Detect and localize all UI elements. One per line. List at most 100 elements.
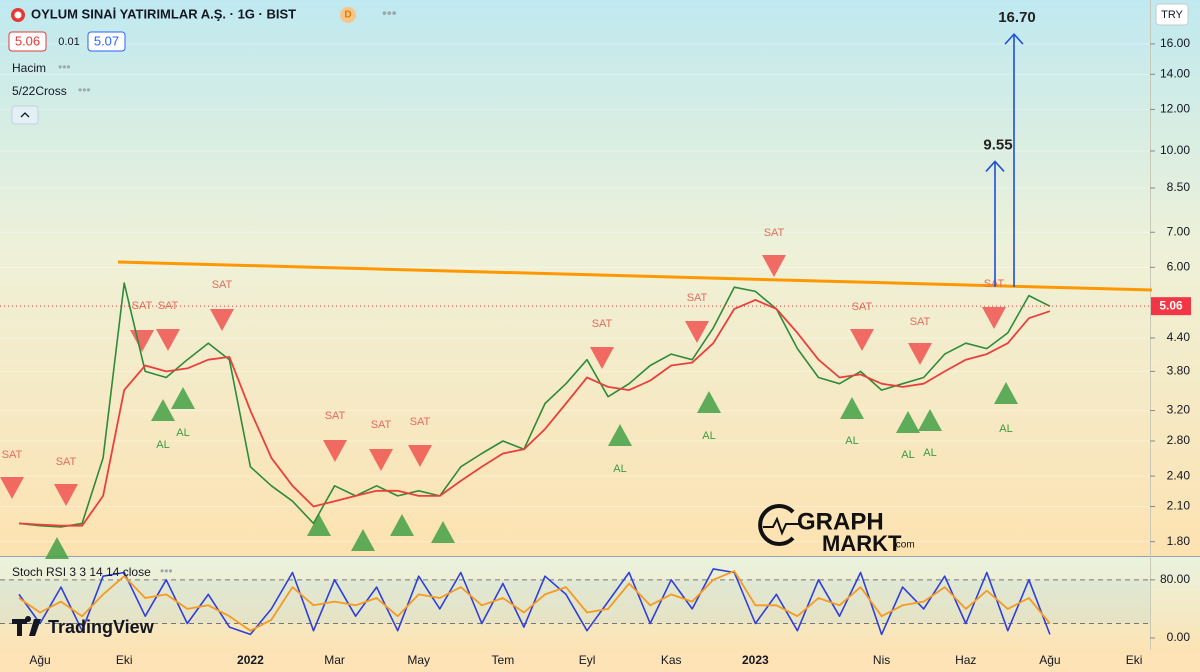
ask[interactable]: 5.07 xyxy=(94,33,119,48)
buy-signal xyxy=(351,529,375,551)
more-dots[interactable]: ••• xyxy=(382,5,397,21)
stoch-band xyxy=(0,579,1150,624)
more-dots[interactable]: ••• xyxy=(160,564,173,578)
sell-label: SAT xyxy=(56,456,77,468)
sell-label: SAT xyxy=(910,316,931,328)
sell-label: SAT xyxy=(687,292,708,304)
sell-label: SAT xyxy=(2,449,23,461)
buy-label: AL xyxy=(702,430,715,442)
more-dots[interactable]: ••• xyxy=(58,60,71,74)
sell-label: SAT xyxy=(852,301,873,313)
sell-label: SAT xyxy=(410,416,431,428)
spread: 0.01 xyxy=(58,36,79,48)
x-tick-label: Eki xyxy=(1126,653,1143,667)
sell-label: SAT xyxy=(212,279,233,291)
buy-label: AL xyxy=(999,423,1012,435)
y-tick-label: 2.10 xyxy=(1167,499,1191,513)
sell-signal xyxy=(0,477,24,499)
x-tick-label: Ağu xyxy=(1039,653,1060,667)
buy-label: AL xyxy=(845,435,858,447)
badge-bg xyxy=(340,7,356,23)
buy-signal xyxy=(840,397,864,419)
sell-signal xyxy=(685,321,709,343)
y-tick-label: 80.00 xyxy=(1160,572,1190,586)
sell-signal xyxy=(323,440,347,462)
sell-signal xyxy=(982,307,1006,329)
x-tick-label: Eyl xyxy=(579,653,596,667)
sell-signal xyxy=(408,445,432,467)
stoch-pane xyxy=(0,557,1200,650)
bid[interactable]: 5.06 xyxy=(15,33,40,48)
target-arrow xyxy=(985,160,1005,287)
collapse-icon xyxy=(20,112,30,118)
y-tick-label: 2.40 xyxy=(1167,468,1191,482)
sell-signal xyxy=(590,347,614,369)
buy-signal xyxy=(697,391,721,413)
buy-signal xyxy=(151,399,175,421)
y-tick-label: 12.00 xyxy=(1160,102,1190,116)
symbol-logo-inner xyxy=(14,11,22,19)
buy-signal xyxy=(307,514,331,536)
price-pane xyxy=(0,0,1200,556)
collapse-button[interactable] xyxy=(11,105,39,125)
y-tick-label: 10.00 xyxy=(1160,143,1190,157)
watermark-pulse xyxy=(763,516,800,536)
buy-signal xyxy=(994,382,1018,404)
sell-label: SAT xyxy=(132,300,153,312)
sell-label: SAT xyxy=(764,227,785,239)
y-tick-label: 6.00 xyxy=(1167,260,1191,274)
bid-box[interactable] xyxy=(8,31,47,52)
y-tick-label: 0.00 xyxy=(1167,630,1191,644)
buy-label: AL xyxy=(901,449,914,461)
symbol-title[interactable]: OYLUM SINAİ YATIRIMLAR A.Ş. · 1G · BIST xyxy=(31,6,296,21)
indicator-label[interactable]: 5/22Cross xyxy=(12,84,67,98)
buy-signal xyxy=(45,537,69,559)
buy-label: AL xyxy=(923,447,936,459)
sell-signal xyxy=(369,449,393,471)
y-tick-label: 3.80 xyxy=(1167,364,1191,378)
y-tick-label: 7.00 xyxy=(1167,224,1191,238)
watermark-logo xyxy=(758,504,795,546)
sell-signal xyxy=(762,255,786,277)
buy-signal xyxy=(171,387,195,409)
sell-label: SAT xyxy=(325,410,346,422)
buy-signal xyxy=(918,409,942,431)
series-line xyxy=(18,568,1051,636)
more-dots[interactable]: ••• xyxy=(78,83,91,97)
y-tick-label: 2.80 xyxy=(1167,433,1191,447)
watermark-line2: MARKT xyxy=(822,531,902,556)
y-tick-label: 16.00 xyxy=(1160,36,1190,50)
buy-label: AL xyxy=(176,427,189,439)
ask-box[interactable] xyxy=(87,31,126,52)
x-tick-label: May xyxy=(407,653,430,667)
tv-brand: TradingView xyxy=(48,617,155,637)
buy-label: AL xyxy=(613,463,626,475)
currency[interactable]: TRY xyxy=(1161,9,1183,21)
y-tick-label: 3.20 xyxy=(1167,403,1191,417)
sell-signal xyxy=(210,309,234,331)
x-tick-label: Tem xyxy=(492,653,515,667)
sell-signal xyxy=(156,329,180,351)
x-tick-label: Nis xyxy=(873,653,890,667)
stoch-title[interactable]: Stoch RSI 3 3 14 14 close xyxy=(12,565,151,579)
x-tick-label: Eki xyxy=(116,653,133,667)
sell-label: SAT xyxy=(371,419,392,431)
target-arrow xyxy=(1004,32,1024,287)
buy-signal xyxy=(608,424,632,446)
y-tick-label: 8.50 xyxy=(1167,180,1191,194)
currency-box[interactable] xyxy=(1155,3,1189,26)
x-tick-label: Mar xyxy=(324,653,345,667)
last-price-label: 5.06 xyxy=(1159,298,1183,312)
buy-signal xyxy=(896,411,920,433)
trendline xyxy=(117,260,1153,292)
time-axis xyxy=(0,650,1200,672)
sell-signal xyxy=(850,329,874,351)
target-label: 16.70 xyxy=(998,9,1036,26)
series-line xyxy=(18,282,1051,528)
series-line xyxy=(18,299,1051,527)
sell-label: SAT xyxy=(984,278,1005,290)
target-label: 9.55 xyxy=(983,136,1012,153)
x-tick-label: 2023 xyxy=(742,653,769,667)
indicator-label[interactable]: Hacim xyxy=(12,61,46,75)
